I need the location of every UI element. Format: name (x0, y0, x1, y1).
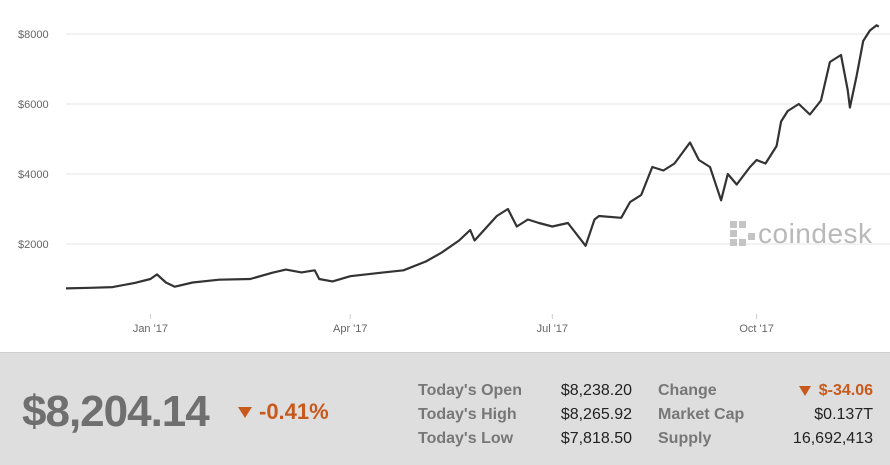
chart-svg: $2000 $4000 $6000 $8000 Jan '17 Apr '17 Jul '1… (18, 24, 890, 335)
market-cap-label: Market Cap (658, 406, 745, 423)
x-tick-label: Apr '17 (333, 323, 368, 335)
x-tick-label: Oct '17 (739, 323, 774, 335)
percent-change: -0.41% (238, 399, 329, 425)
down-triangle-icon (238, 406, 252, 418)
todays-high-value: $8,265.92 (560, 406, 632, 423)
todays-open-label: Today's Open (418, 382, 522, 399)
current-price: $8,204.14 (22, 387, 210, 436)
market-cap-value: $0.137T (814, 406, 873, 423)
percent-change-value: -0.41% (259, 399, 329, 424)
change-label: Change (658, 382, 717, 399)
change-value: $-34.06 (760, 382, 873, 400)
todays-low-label: Today's Low (418, 430, 514, 447)
watermark-text: coindesk (758, 218, 873, 249)
x-tick-label: Jan '17 (133, 323, 168, 335)
price-chart: $2000 $4000 $6000 $8000 Jan '17 Apr '17 Jul '1… (18, 24, 890, 335)
price-summary-bar: $8,204.14 -0.41% Today's Open $8,238.20 … (0, 352, 890, 465)
supply-value: 16,692,413 (792, 430, 873, 447)
change-value-text: $-34.06 (818, 382, 873, 399)
coindesk-logo-icon (730, 221, 755, 246)
supply-label: Supply (658, 430, 712, 447)
coindesk-watermark: coindesk (728, 218, 873, 250)
todays-low-value: $7,818.50 (560, 430, 632, 447)
y-tick-label: $2000 (18, 239, 49, 251)
y-tick-label: $4000 (18, 169, 49, 181)
y-tick-label: $6000 (18, 99, 49, 111)
x-tick-label: Jul '17 (537, 323, 568, 335)
price-series-line (65, 24, 880, 290)
down-triangle-icon (798, 386, 811, 396)
todays-open-value: $8,238.20 (560, 382, 632, 399)
y-tick-label: $8000 (18, 29, 49, 41)
todays-high-label: Today's High (418, 406, 517, 423)
